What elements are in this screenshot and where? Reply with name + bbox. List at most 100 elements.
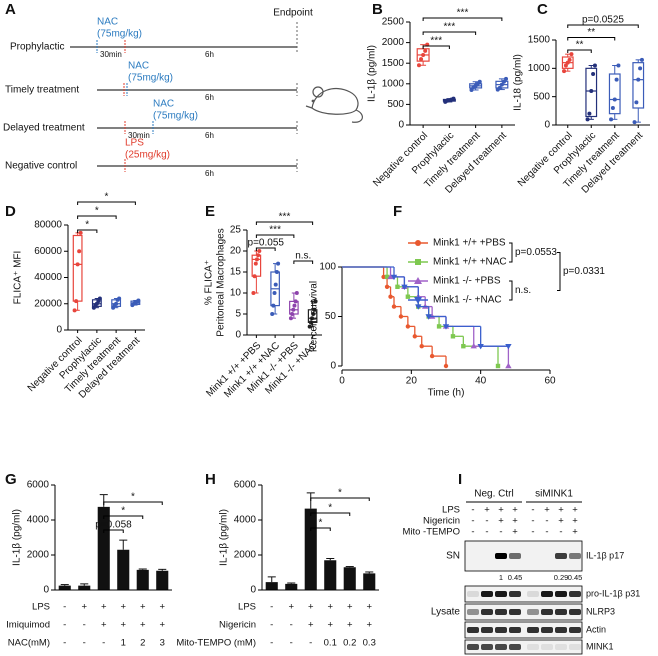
drug-label: (75mg/kg) — [128, 73, 173, 84]
survival-marker — [387, 273, 394, 280]
y-tick-label: 1500 — [528, 35, 551, 46]
y-tick-label: 15 — [230, 267, 242, 278]
condition-value: 1 — [121, 638, 126, 649]
significance-label: p=0.0553 — [515, 247, 557, 258]
duration-label: 6h — [205, 50, 214, 59]
y-axis-label: IL-1β (pg/ml) — [219, 509, 230, 566]
condition-value: + — [159, 620, 165, 631]
treatment-sign: - — [471, 516, 474, 527]
blot-band — [481, 627, 493, 633]
panel-letter: D — [5, 203, 16, 220]
row-label: Prophylactic — [10, 42, 64, 53]
condition-value: + — [308, 602, 314, 613]
y-tick-label: 50 — [325, 311, 337, 322]
legend-label: Mink1 +/+ +NAC — [433, 257, 507, 268]
significance-bracket — [77, 229, 98, 233]
data-point — [592, 63, 597, 68]
significance-bracket — [310, 497, 370, 501]
y-tick-label: 0 — [235, 330, 241, 341]
significance-label: *** — [457, 8, 469, 19]
group-label: siMINK1 — [535, 489, 573, 500]
blot-band — [569, 591, 581, 597]
data-point — [74, 299, 79, 304]
treatment-sign: - — [471, 505, 474, 516]
drug-label: NAC — [97, 17, 118, 28]
drug-label: (75mg/kg) — [97, 29, 142, 40]
group-label: Neg. Ctrl — [474, 489, 513, 500]
significance-bracket — [509, 280, 513, 301]
condition-value: - — [270, 620, 273, 631]
survival-marker — [405, 294, 411, 299]
blot-band — [467, 627, 479, 633]
significance-label: *** — [444, 22, 456, 33]
box — [72, 234, 83, 302]
x-axis-label: Time (h) — [428, 388, 465, 399]
y-tick-label: 500 — [533, 91, 550, 102]
bar — [117, 549, 130, 590]
treatment-sign: + — [512, 516, 518, 527]
blot-band — [495, 591, 507, 597]
data-point — [609, 117, 614, 122]
treatment-sign: + — [512, 505, 518, 516]
blot-frame — [464, 639, 583, 655]
condition-value: 0.2 — [343, 638, 356, 649]
y-tick-label: 0 — [398, 120, 404, 131]
treatment-label: Nigericin — [423, 516, 460, 527]
quantification: 0.45 — [568, 573, 583, 582]
survival-marker — [477, 344, 484, 350]
bar — [136, 569, 149, 590]
blot-band — [495, 644, 507, 650]
x-tick-label: 0 — [339, 376, 345, 387]
condition-value: 0.1 — [324, 638, 337, 649]
treatment-sign: - — [531, 505, 534, 516]
bar — [78, 585, 91, 590]
survival-marker — [419, 344, 424, 349]
data-point — [311, 312, 316, 316]
condition-value: - — [102, 638, 105, 649]
band-label: MINK1 — [586, 641, 614, 651]
panel-letter: F — [393, 203, 402, 220]
data-point — [294, 291, 299, 295]
y-tick-label: 80000 — [34, 220, 62, 231]
bar — [304, 508, 317, 590]
significance-bracket — [255, 221, 314, 225]
panel-letter: H — [205, 471, 216, 488]
significance-bracket — [310, 512, 351, 516]
treatment-label: Mito -TEMPO — [402, 527, 460, 538]
significance-bracket — [567, 37, 616, 41]
quantification: 0.29 — [554, 573, 569, 582]
blot-band — [509, 591, 521, 597]
treatment-sign: - — [545, 516, 548, 527]
band-label: NLRP3 — [586, 606, 615, 616]
y-tick-label: 40000 — [34, 272, 62, 283]
treatment-sign: + — [572, 505, 578, 516]
condition-value: - — [83, 638, 86, 649]
blot-band — [555, 644, 567, 650]
bar — [363, 573, 376, 590]
significance-bracket — [567, 24, 639, 28]
blot-band — [509, 627, 521, 633]
significance-bracket — [77, 201, 136, 205]
legend-marker — [414, 277, 422, 284]
bar — [343, 567, 356, 590]
blot-band — [481, 644, 493, 650]
data-point — [77, 249, 82, 254]
treatment-sign: - — [531, 527, 534, 538]
treatment-sign: + — [512, 527, 518, 538]
y-tick-label: 4000 — [234, 515, 257, 526]
condition-value: + — [101, 602, 107, 613]
blot-band — [467, 609, 479, 615]
survival-marker — [495, 363, 501, 369]
blot-band — [467, 591, 479, 597]
legend-marker — [415, 259, 421, 265]
data-point — [504, 76, 509, 81]
data-point — [612, 97, 617, 102]
condition-value: + — [327, 620, 333, 631]
condition-value: - — [290, 620, 293, 631]
condition-label: Nigericin — [219, 620, 256, 631]
survival-marker — [395, 284, 400, 289]
significance-label: n.s. — [515, 285, 531, 296]
data-point — [136, 298, 141, 303]
condition-label: LPS — [238, 602, 256, 613]
data-point — [256, 253, 261, 258]
